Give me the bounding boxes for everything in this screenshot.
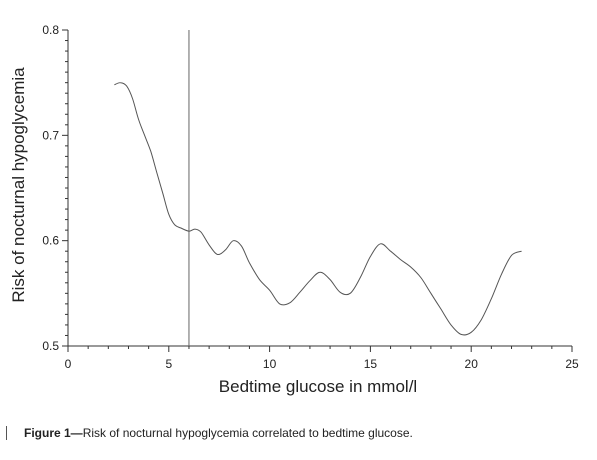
y-tick-label: 0.7 [42,128,59,142]
x-tick-label: 10 [263,357,277,371]
y-axis-title: Risk of nocturnal hypoglycemia [9,67,28,303]
figure-caption: Figure 1—Risk of nocturnal hypoglycemia … [24,426,413,440]
x-tick-label: 15 [364,357,378,371]
caption-text: Risk of nocturnal hypoglycemia correlate… [82,426,413,440]
x-tick-label: 25 [565,357,579,371]
x-tick-label: 20 [465,357,479,371]
caption-marker [6,426,7,440]
plot-area [114,30,522,346]
ticks: 0 5 10 15 20 25 0.5 0.6 0.7 0.8 [42,23,579,371]
x-tick-label: 5 [165,357,172,371]
axes [67,30,572,347]
series-line [114,82,522,336]
y-tick-label: 0.6 [42,234,59,248]
figure-label: Figure 1— [24,426,83,440]
x-tick-label: 0 [65,357,72,371]
y-tick-label: 0.5 [42,339,59,353]
chart: 0 5 10 15 20 25 0.5 0.6 0.7 0.8 Bedtime glucose i… [9,23,579,396]
x-axis-title: Bedtime glucose in mmol/l [219,377,417,396]
y-tick-label: 0.8 [42,23,59,37]
